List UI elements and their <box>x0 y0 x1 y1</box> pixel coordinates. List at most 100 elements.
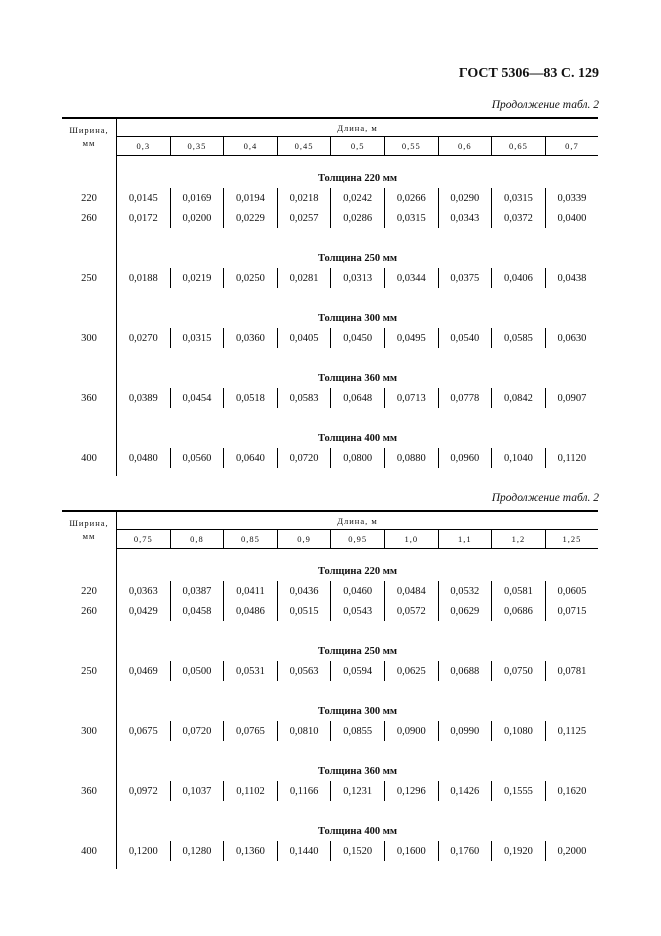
volume-cell: 0,0229 <box>223 208 278 228</box>
volume-cell: 0,0429 <box>128 605 158 617</box>
table-row: 300 0,0675 0,0720 0,0765 0,0810 0,0855 0,0900 0… <box>62 721 598 741</box>
length-column-header: 0,8 <box>169 529 224 549</box>
volume-cell: 0,0720 <box>169 721 224 741</box>
volume-cell: 0,1920 <box>491 841 546 861</box>
table-row: 360 0,0972 0,1037 0,1102 0,1166 0,1231 0,1296 0… <box>62 781 598 801</box>
volume-cell: 0,0242 <box>330 188 385 208</box>
thickness-section-title: Толщина 400 мм <box>317 433 398 444</box>
length-column-header: 0,3 <box>116 136 171 156</box>
volume-cell: 0,0778 <box>437 388 492 408</box>
width-label: Ширина, <box>69 518 109 528</box>
width-label: Ширина, <box>69 125 109 135</box>
volume-cell: 0,0518 <box>223 388 278 408</box>
length-column-header: 0,85 <box>223 529 278 549</box>
volume-cell: 0,0581 <box>491 581 546 601</box>
width-cell: 360 <box>62 388 117 408</box>
length-column-header: 0,4 <box>223 136 278 156</box>
thickness-section-title: Толщина 400 мм <box>317 826 398 837</box>
length-column-header: 0,65 <box>491 136 546 156</box>
width-cell: 400 <box>62 841 117 861</box>
width-cell: 360 <box>62 781 117 801</box>
volume-cell: 0,0630 <box>544 328 598 348</box>
volume-cell: 0,0286 <box>330 208 385 228</box>
thickness-section-title: Толщина 300 мм <box>317 313 398 324</box>
volume-cell: 0,0765 <box>223 721 278 741</box>
volume-cell: 0,1555 <box>491 781 546 801</box>
volume-cell: 0,0720 <box>276 448 331 468</box>
table-row: 250 0,0469 0,0500 0,0531 0,0563 0,0594 0,0625 0… <box>62 661 598 681</box>
length-column-header: 0,35 <box>169 136 224 156</box>
width-cell: 260 <box>62 601 117 621</box>
volume-cell: 0,0372 <box>491 208 546 228</box>
volume-cell: 0,0411 <box>223 581 278 601</box>
volume-cell: 0,1440 <box>276 841 331 861</box>
volume-cell: 0,0454 <box>169 388 224 408</box>
volume-cell: 0,0484 <box>383 581 439 601</box>
volume-cell: 0,0880 <box>383 448 439 468</box>
table-continuation-label: Продолжение табл. 2 <box>491 492 599 504</box>
table-row: 400 0,1200 0,1280 0,1360 0,1440 0,1520 0,1600 0… <box>62 841 598 861</box>
width-cell: 250 <box>62 268 117 288</box>
volume-cell: 0,1120 <box>544 448 598 468</box>
width-unit: мм <box>82 531 96 541</box>
length-column-header: 1,0 <box>383 529 439 549</box>
volume-cell: 0,0460 <box>330 581 385 601</box>
table-row: 220 0,0145 0,0169 0,0194 0,0218 0,0242 0,0266 0… <box>62 188 598 208</box>
volume-cell: 0,1080 <box>491 721 546 741</box>
volume-cell: 0,0458 <box>169 601 224 621</box>
width-column-header: Ширина, мм <box>62 510 117 549</box>
table-row: 260 0,0429 0,0458 0,0486 0,0515 0,0543 0,0572 0… <box>62 601 598 621</box>
volume-cell: 0,0194 <box>223 188 278 208</box>
volume-cell: 0,0145 <box>128 192 158 204</box>
volume-cell: 0,0842 <box>491 388 546 408</box>
volume-cell: 0,0257 <box>276 208 331 228</box>
section-header-row: Толщина 360 мм <box>62 356 598 388</box>
volume-cell: 0,0400 <box>544 208 598 228</box>
thickness-section-title: Толщина 250 мм <box>317 646 398 657</box>
table-row: 360 0,0389 0,0454 0,0518 0,0583 0,0648 0,0713 0… <box>62 388 598 408</box>
volume-cell: 0,0648 <box>330 388 385 408</box>
thickness-section-title: Толщина 360 мм <box>317 766 398 777</box>
section-header-row: Толщина 400 мм <box>62 809 598 841</box>
volume-cell: 0,0218 <box>276 188 331 208</box>
length-column-header: 0,6 <box>437 136 492 156</box>
section-header-row: Толщина 250 мм <box>62 236 598 268</box>
length-header: Длина, м <box>116 117 598 137</box>
thickness-section-title: Толщина 300 мм <box>317 706 398 717</box>
table-row: 400 0,0480 0,0560 0,0640 0,0720 0,0800 0,0880 0… <box>62 448 598 468</box>
volume-cell: 0,1600 <box>383 841 439 861</box>
volume-cell: 0,0750 <box>491 661 546 681</box>
section-header-row: Толщина 400 мм <box>62 416 598 448</box>
width-column-header: Ширина, мм <box>62 117 117 156</box>
volume-cell: 0,0486 <box>223 601 278 621</box>
volume-cell: 0,1360 <box>223 841 278 861</box>
length-column-header: 0,75 <box>116 529 171 549</box>
volume-table-1: Ширина, мм Длина, м 0,3 0,35 0,4 0,45 0,5 0,55 0,… <box>62 117 598 476</box>
volume-cell: 0,0405 <box>276 328 331 348</box>
volume-cell: 0,0480 <box>128 452 158 464</box>
volume-cell: 0,0688 <box>437 661 492 681</box>
volume-cell: 0,0343 <box>437 208 492 228</box>
volume-cell: 0,0594 <box>330 661 385 681</box>
length-header: Длина, м <box>116 510 598 530</box>
volume-cell: 0,1166 <box>276 781 331 801</box>
volume-cell: 0,1760 <box>437 841 492 861</box>
volume-cell: 0,0563 <box>276 661 331 681</box>
volume-cell: 0,0800 <box>330 448 385 468</box>
volume-cell: 0,0389 <box>128 392 158 404</box>
width-cell: 260 <box>62 208 117 228</box>
volume-cell: 0,0188 <box>128 272 158 284</box>
volume-cell: 0,0266 <box>383 188 439 208</box>
volume-cell: 0,0625 <box>383 661 439 681</box>
length-column-header: 1,2 <box>491 529 546 549</box>
length-column-header: 1,25 <box>544 529 598 549</box>
thickness-section-title: Толщина 220 мм <box>317 173 398 184</box>
section-header-row: Толщина 250 мм <box>62 629 598 661</box>
page-header: ГОСТ 5306—83 С. 129 <box>458 66 599 81</box>
volume-cell: 0,0387 <box>169 581 224 601</box>
volume-cell: 0,0281 <box>276 268 331 288</box>
section-header-row: Толщина 360 мм <box>62 749 598 781</box>
section-header-row: Толщина 220 мм <box>62 548 598 581</box>
volume-cell: 0,1040 <box>491 448 546 468</box>
volume-cell: 0,0250 <box>223 268 278 288</box>
